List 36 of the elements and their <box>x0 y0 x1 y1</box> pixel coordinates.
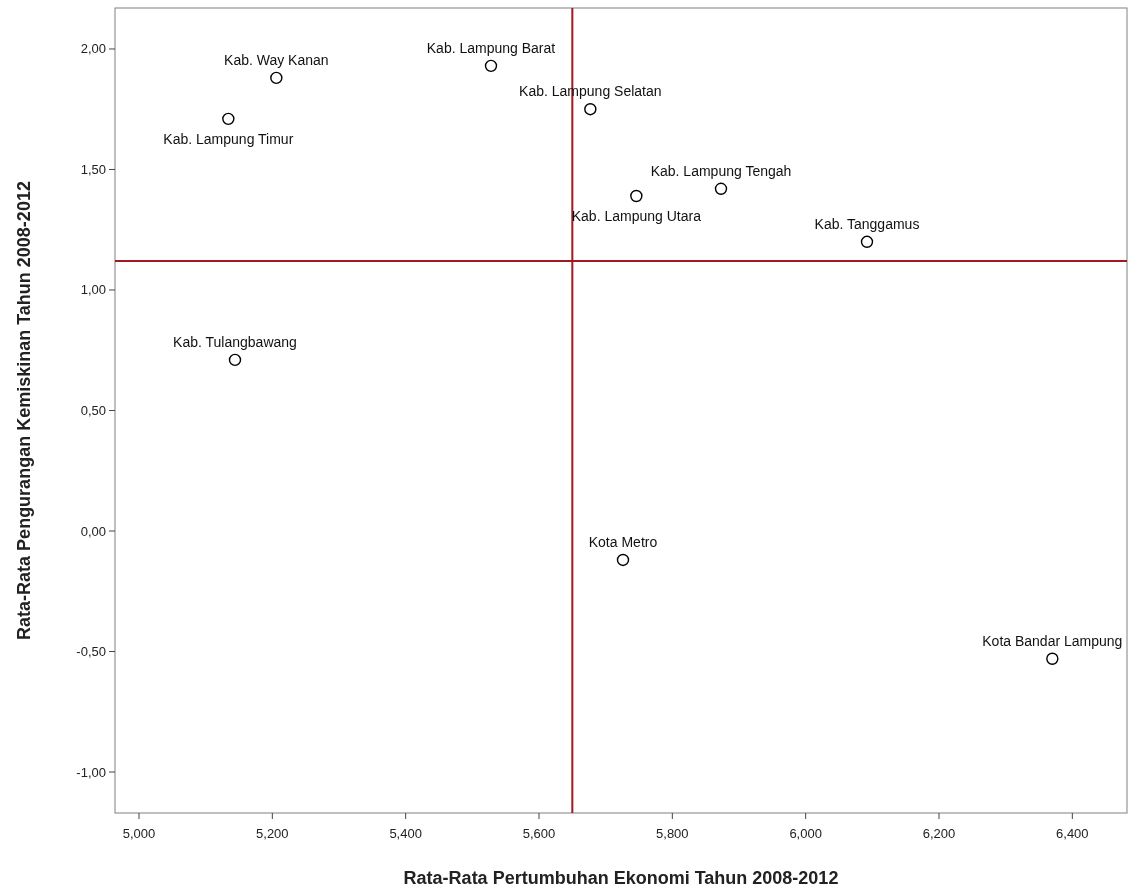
annotation: Kab. Lampung Utara <box>571 207 702 224</box>
x-tick-label: 6,400 <box>1056 826 1089 841</box>
point <box>1046 652 1059 665</box>
x-axis-title: Rata-Rata Pertumbuhan Ekonomi Tahun 2008-2012 <box>403 868 839 888</box>
x-tick-label: 5,000 <box>122 826 156 841</box>
x-tick-label: 5,800 <box>656 826 689 841</box>
y-tick-label: 0,50 <box>80 403 106 418</box>
point <box>484 59 498 73</box>
annotation: Kota Metro <box>588 533 658 550</box>
point <box>714 182 728 195</box>
y-tick-label: 0,00 <box>80 523 106 539</box>
y-tick-label: 1,50 <box>80 161 106 177</box>
point <box>630 189 643 203</box>
annotation: Kab. Lampung Timur <box>163 130 294 147</box>
point <box>228 353 242 367</box>
y-axis-title: Rata-Rata Pengurangan Kemiskinan Tahun 2008-2012 <box>14 181 34 640</box>
annotation: Kab. Tanggamus <box>814 215 920 232</box>
x-tick-label: 5,600 <box>522 826 556 841</box>
point <box>270 71 283 85</box>
x-tick-label: 5,400 <box>389 826 422 841</box>
y-tick-label: 1,00 <box>80 282 106 298</box>
y-tick-label: -1,00 <box>76 764 106 780</box>
annotation: Kab. Tulangbawang <box>173 333 297 350</box>
point <box>222 112 235 126</box>
point <box>584 103 597 116</box>
x-tick-label: 6,000 <box>789 826 822 841</box>
annotation: Kab. Lampung Barat <box>426 39 556 56</box>
y-tick-label: -0,50 <box>76 644 106 660</box>
x-tick-label: 6,200 <box>922 826 956 841</box>
annotation: Kab. Lampung Tengah <box>650 162 792 179</box>
point <box>616 553 630 567</box>
annotation: Kab. Way Kanan <box>224 51 329 68</box>
annotation: Kota Bandar Lampung <box>982 632 1123 649</box>
point <box>860 235 874 248</box>
y-tick-label: 2,00 <box>80 41 106 57</box>
x-tick-label: 5,200 <box>256 826 289 841</box>
